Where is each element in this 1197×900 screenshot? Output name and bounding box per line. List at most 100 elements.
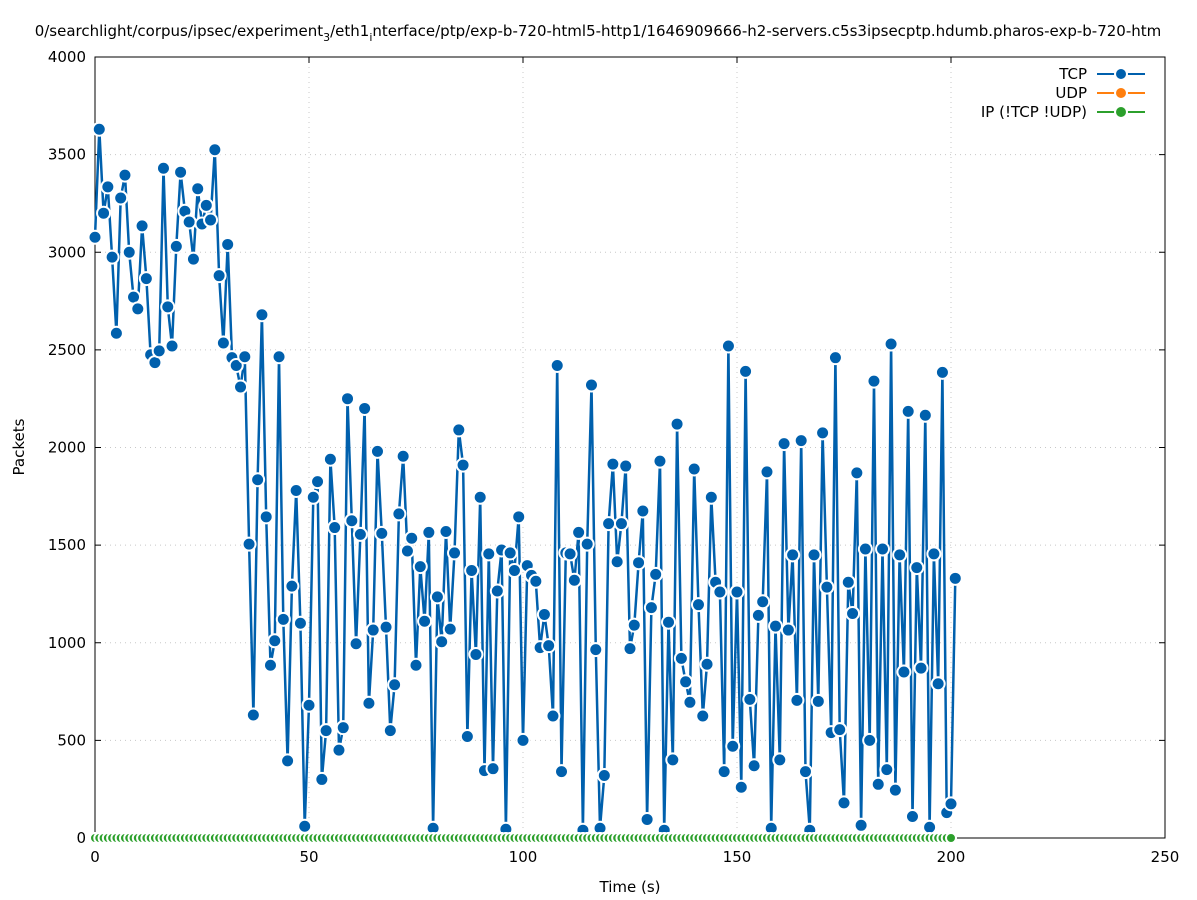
chart-title: 0/searchlight/corpus/ipsec/experiment3/e… — [35, 22, 1162, 44]
data-point — [378, 619, 394, 635]
data-point — [322, 451, 338, 467]
legend-marker — [1114, 86, 1128, 100]
data-point — [408, 657, 424, 673]
data-point — [138, 271, 154, 287]
data-point — [117, 167, 133, 183]
x-tick-label: 200 — [937, 848, 966, 866]
data-point — [862, 732, 878, 748]
data-point — [857, 541, 873, 557]
data-point — [185, 251, 201, 267]
data-point — [588, 642, 604, 658]
data-point — [241, 536, 257, 552]
data-point — [750, 607, 766, 623]
data-point — [310, 474, 326, 490]
data-point — [631, 555, 647, 571]
data-point — [596, 768, 612, 784]
data-point — [699, 656, 715, 672]
data-point — [626, 617, 642, 633]
data-point — [190, 181, 206, 197]
data-point — [130, 301, 146, 317]
data-point — [237, 349, 253, 365]
data-point — [472, 489, 488, 505]
data-point — [91, 121, 107, 137]
y-tick-label: 2500 — [48, 341, 86, 359]
data-point — [207, 142, 223, 158]
data-point — [635, 503, 651, 519]
data-point — [840, 574, 856, 590]
data-point — [421, 524, 437, 540]
y-tick-label: 0 — [76, 829, 86, 847]
data-point — [502, 545, 518, 561]
y-tick-label: 4000 — [48, 48, 86, 66]
data-point — [545, 708, 561, 724]
data-point — [947, 570, 963, 586]
data-point — [284, 578, 300, 594]
data-point — [447, 545, 463, 561]
data-point — [900, 403, 916, 419]
data-point — [361, 695, 377, 711]
data-point — [374, 525, 390, 541]
data-point — [609, 554, 625, 570]
data-point — [417, 613, 433, 629]
data-point — [673, 650, 689, 666]
data-point — [357, 400, 373, 416]
series-tcp — [87, 121, 963, 838]
data-point — [945, 832, 957, 844]
data-point — [669, 416, 685, 432]
data-point — [870, 776, 886, 792]
legend-entry: TCP — [1058, 65, 1145, 83]
data-point — [738, 363, 754, 379]
data-point — [485, 761, 501, 777]
data-point — [806, 547, 822, 563]
data-point — [601, 516, 617, 532]
data-point — [746, 758, 762, 774]
x-tick-label: 100 — [509, 848, 538, 866]
data-point — [904, 809, 920, 825]
data-point — [387, 677, 403, 693]
data-point — [605, 456, 621, 472]
data-point — [780, 622, 796, 638]
data-point — [297, 818, 313, 834]
data-point — [819, 579, 835, 595]
legend-entry: IP (!TCP !UDP) — [981, 103, 1145, 121]
data-point — [404, 530, 420, 546]
legend-marker — [1114, 105, 1128, 119]
data-point — [335, 720, 351, 736]
data-point — [618, 458, 634, 474]
data-point — [652, 453, 668, 469]
legend-marker — [1114, 67, 1128, 81]
data-point — [288, 482, 304, 498]
y-tick-label: 500 — [57, 731, 86, 749]
legend-entry: UDP — [1055, 84, 1145, 102]
data-point — [665, 752, 681, 768]
data-point — [459, 728, 475, 744]
data-point — [845, 605, 861, 621]
data-point — [365, 622, 381, 638]
data-point — [113, 190, 129, 206]
data-point — [211, 268, 227, 284]
data-point — [511, 509, 527, 525]
data-point — [100, 179, 116, 195]
data-point — [810, 693, 826, 709]
data-point — [613, 516, 629, 532]
data-point — [720, 338, 736, 354]
data-point — [104, 249, 120, 265]
data-point — [725, 738, 741, 754]
data-point — [168, 238, 184, 254]
data-point — [887, 782, 903, 798]
y-tick-label: 1500 — [48, 536, 86, 554]
data-point — [173, 164, 189, 180]
data-point — [695, 708, 711, 724]
data-point — [506, 563, 522, 579]
data-point — [686, 461, 702, 477]
data-point — [703, 489, 719, 505]
data-point — [943, 796, 959, 812]
data-point — [245, 707, 261, 723]
data-point — [579, 536, 595, 552]
y-tick-label: 3000 — [48, 243, 86, 261]
data-point — [528, 573, 544, 589]
data-point — [220, 236, 236, 252]
data-point — [755, 594, 771, 610]
data-point — [883, 336, 899, 352]
